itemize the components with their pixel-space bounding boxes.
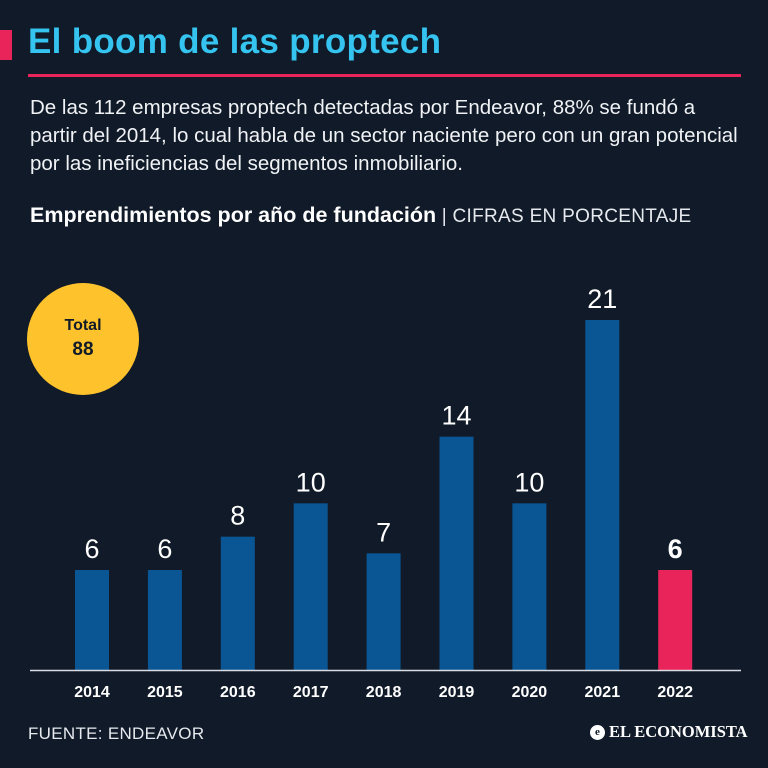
bar-2017 xyxy=(293,503,328,670)
bar-2016 xyxy=(220,536,255,670)
data-label-2021: 21 xyxy=(587,284,617,314)
logo-text: EL ECONOMISTA xyxy=(609,722,748,741)
x-tick-2022: 2022 xyxy=(657,684,693,701)
total-badge: Total 88 xyxy=(27,283,139,395)
x-tick-2018: 2018 xyxy=(366,684,402,701)
intro-text: De las 112 empresas proptech detectadas … xyxy=(30,96,738,175)
source-note: FUENTE: ENDEAVOR xyxy=(28,724,205,743)
chart-subtitle-main: Emprendimientos por año de fundación xyxy=(30,203,437,227)
page-title: El boom de las proptech xyxy=(28,22,442,61)
x-tick-2017: 2017 xyxy=(293,684,329,701)
data-label-2022: 6 xyxy=(668,534,683,564)
x-tick-2021: 2021 xyxy=(585,684,621,701)
bar-2018 xyxy=(366,553,401,670)
x-tick-2019: 2019 xyxy=(439,684,475,701)
bar-2015 xyxy=(147,570,182,670)
data-label-2017: 10 xyxy=(296,467,326,497)
title-rule xyxy=(28,74,741,77)
data-label-2014: 6 xyxy=(84,534,99,564)
chart-subtitle: Emprendimientos por año de fundación | C… xyxy=(30,200,730,232)
x-tick-2016: 2016 xyxy=(220,684,256,701)
title-accent-bar xyxy=(0,30,12,60)
chart-subtitle-units: | CIFRAS EN PORCENTAJE xyxy=(441,206,692,227)
data-label-2019: 14 xyxy=(441,401,471,431)
bar-2014 xyxy=(75,570,109,670)
x-tick-2015: 2015 xyxy=(147,684,183,701)
bar-2020 xyxy=(512,503,547,670)
data-label-2018: 7 xyxy=(376,517,391,547)
bar-2019 xyxy=(439,436,474,670)
data-label-2020: 10 xyxy=(514,467,544,497)
total-label: Total xyxy=(64,317,102,334)
total-value: 88 xyxy=(72,339,94,360)
x-tick-2014: 2014 xyxy=(74,684,110,701)
bar-2022 xyxy=(658,570,693,670)
data-label-2016: 8 xyxy=(230,501,245,531)
x-tick-2020: 2020 xyxy=(512,684,548,701)
data-label-2015: 6 xyxy=(157,534,172,564)
logo-mark-icon: e xyxy=(590,724,605,740)
publisher-logo: e EL ECONOMISTA xyxy=(590,722,748,742)
bar-2021 xyxy=(585,320,620,670)
